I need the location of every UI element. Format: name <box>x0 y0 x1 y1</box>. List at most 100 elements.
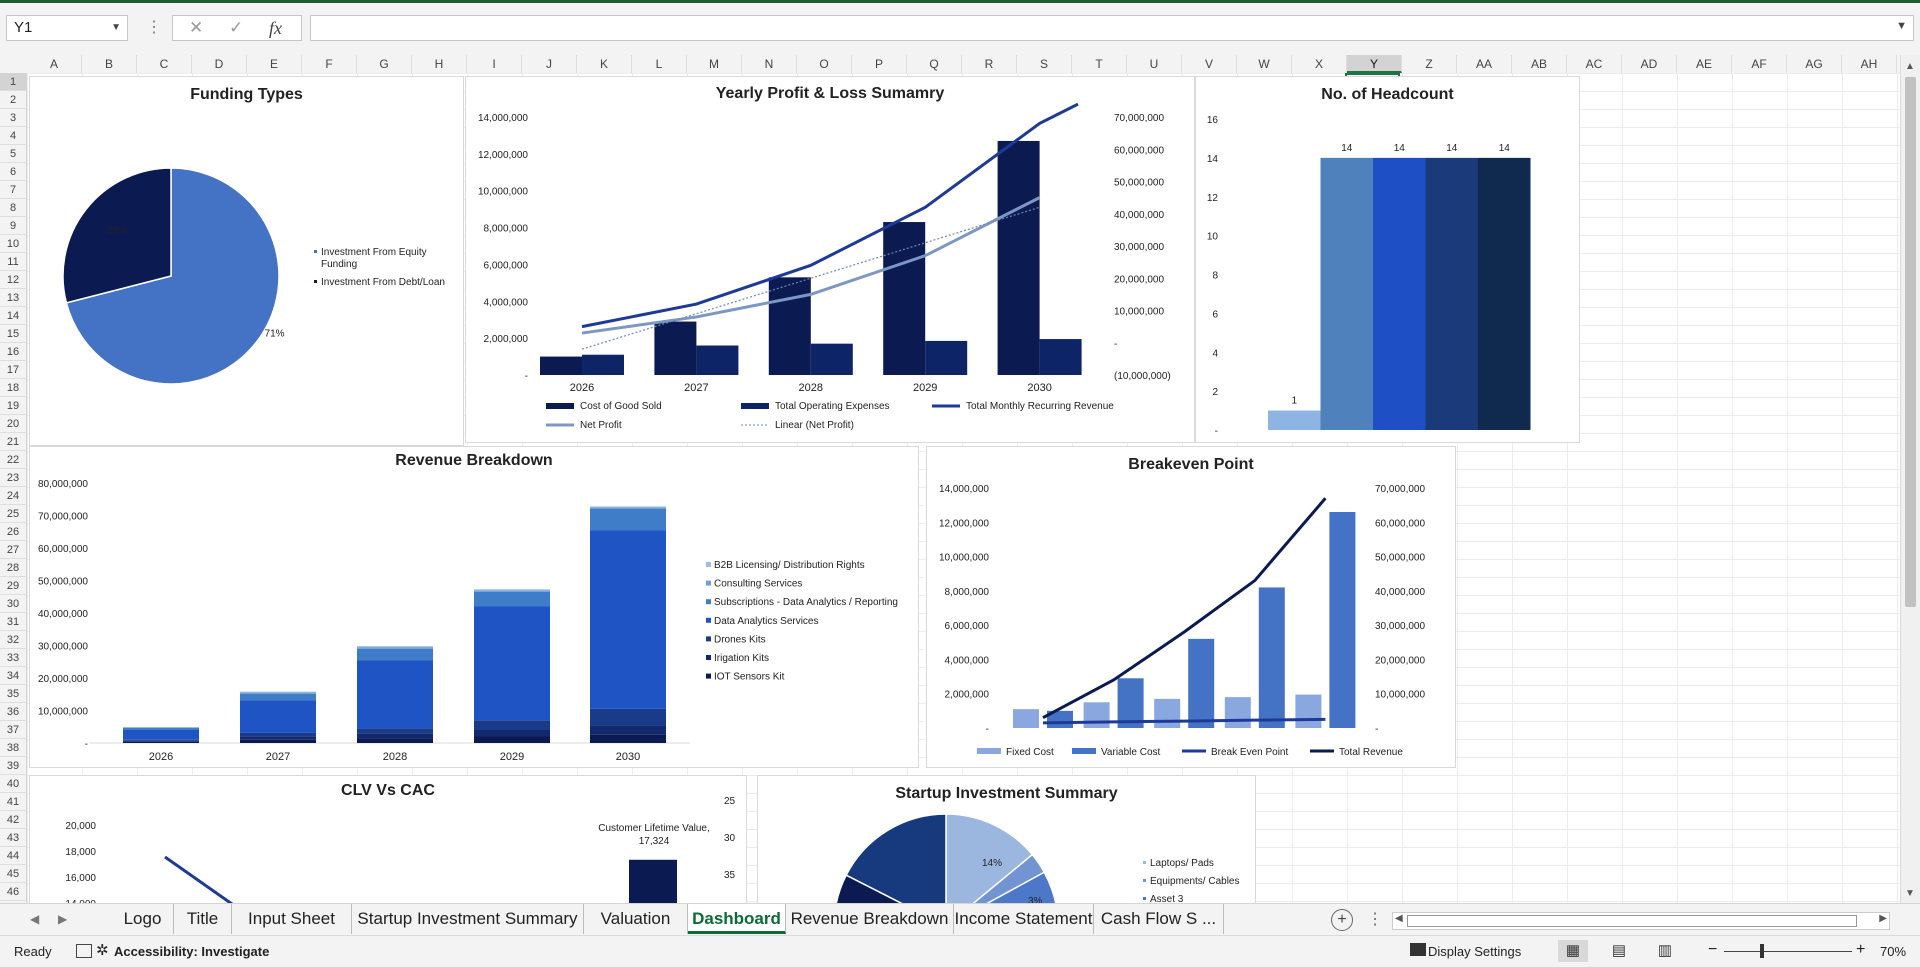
column-header-aa[interactable]: AA <box>1457 55 1512 73</box>
cancel-icon[interactable]: ✕ <box>189 18 203 38</box>
row-header-37[interactable]: 37 <box>0 721 26 739</box>
row-header-35[interactable]: 35 <box>0 685 26 703</box>
zoom-slider[interactable] <box>1724 951 1852 952</box>
zoom-in-icon[interactable]: + <box>1856 941 1865 959</box>
row-header-22[interactable]: 22 <box>0 451 26 469</box>
row-header-28[interactable]: 28 <box>0 559 26 577</box>
column-header-j[interactable]: J <box>522 55 577 73</box>
chart-startup-investment[interactable]: Startup Investment Summary 14%3%Laptops/… <box>757 775 1256 905</box>
row-header-11[interactable]: 11 <box>0 253 26 271</box>
row-header-32[interactable]: 32 <box>0 631 26 649</box>
sheet-tab-startup-investment-summary[interactable]: Startup Investment Summary <box>352 904 584 934</box>
scroll-right-icon[interactable]: ▶ <box>1879 913 1887 924</box>
column-header-y[interactable]: Y <box>1347 55 1402 73</box>
column-header-i[interactable]: I <box>467 55 522 73</box>
column-header-a[interactable]: A <box>27 55 82 73</box>
accessibility-status[interactable]: Accessibility: Investigate <box>114 944 269 959</box>
column-header-n[interactable]: N <box>742 55 797 73</box>
row-header-41[interactable]: 41 <box>0 793 26 811</box>
sheet-tab-cash-flow-s[interactable]: Cash Flow S ... <box>1094 904 1224 934</box>
row-header-12[interactable]: 12 <box>0 271 26 289</box>
row-header-24[interactable]: 24 <box>0 487 26 505</box>
row-header-27[interactable]: 27 <box>0 541 26 559</box>
column-header-ad[interactable]: AD <box>1622 55 1677 73</box>
row-header-18[interactable]: 18 <box>0 379 26 397</box>
column-header-ah[interactable]: AH <box>1842 55 1897 73</box>
page-break-preview-icon[interactable]: ▥ <box>1650 940 1680 962</box>
column-header-z[interactable]: Z <box>1402 55 1457 73</box>
row-header-44[interactable]: 44 <box>0 847 26 865</box>
more-tabs-icon[interactable]: ⋮ <box>1367 909 1383 929</box>
row-header-38[interactable]: 38 <box>0 739 26 757</box>
chart-funding-types[interactable]: Funding Types 71%29%Investment From Equi… <box>29 76 464 446</box>
scroll-thumb[interactable] <box>1407 915 1857 927</box>
more-options-icon[interactable]: ⋮ <box>146 17 162 37</box>
expand-formula-icon[interactable]: ▼ <box>1896 20 1907 32</box>
row-header-23[interactable]: 23 <box>0 469 26 487</box>
row-header-17[interactable]: 17 <box>0 361 26 379</box>
row-header-40[interactable]: 40 <box>0 775 26 793</box>
column-header-r[interactable]: R <box>962 55 1017 73</box>
row-header-7[interactable]: 7 <box>0 181 26 199</box>
insert-function-icon[interactable]: fx <box>269 18 282 39</box>
normal-view-icon[interactable]: ▦ <box>1558 940 1588 962</box>
display-settings-button[interactable]: Display Settings <box>1428 944 1521 959</box>
zoom-out-icon[interactable]: − <box>1708 941 1717 959</box>
column-header-v[interactable]: V <box>1182 55 1237 73</box>
display-settings-icon[interactable] <box>1410 943 1426 956</box>
chevron-down-icon[interactable]: ▼ <box>111 16 121 40</box>
row-header-26[interactable]: 26 <box>0 523 26 541</box>
accessibility-icon[interactable]: ✲ <box>96 941 109 959</box>
column-header-ae[interactable]: AE <box>1677 55 1732 73</box>
column-header-t[interactable]: T <box>1072 55 1127 73</box>
column-header-m[interactable]: M <box>687 55 742 73</box>
row-header-45[interactable]: 45 <box>0 865 26 883</box>
row-header-33[interactable]: 33 <box>0 649 26 667</box>
row-header-6[interactable]: 6 <box>0 163 26 181</box>
scroll-down-icon[interactable]: ▼ <box>1905 888 1915 899</box>
column-header-h[interactable]: H <box>412 55 467 73</box>
sheet-tab-income-statement[interactable]: Income Statement <box>954 904 1094 934</box>
add-sheet-icon[interactable]: + <box>1331 909 1353 931</box>
row-header-15[interactable]: 15 <box>0 325 26 343</box>
row-header-31[interactable]: 31 <box>0 613 26 631</box>
column-header-af[interactable]: AF <box>1732 55 1787 73</box>
zoom-slider-thumb[interactable] <box>1760 944 1764 958</box>
next-sheet-icon[interactable]: ▶ <box>58 912 67 926</box>
sheet-tab-valuation[interactable]: Valuation <box>584 904 688 934</box>
column-header-w[interactable]: W <box>1237 55 1292 73</box>
column-header-b[interactable]: B <box>82 55 137 73</box>
column-header-k[interactable]: K <box>577 55 632 73</box>
column-header-c[interactable]: C <box>137 55 192 73</box>
column-header-o[interactable]: O <box>797 55 852 73</box>
horizontal-scrollbar[interactable]: ◀ ▶ <box>1392 912 1890 930</box>
page-layout-icon[interactable]: ▤ <box>1604 940 1634 962</box>
row-header-1[interactable]: 1 <box>0 73 26 91</box>
column-header-u[interactable]: U <box>1127 55 1182 73</box>
row-header-43[interactable]: 43 <box>0 829 26 847</box>
row-header-29[interactable]: 29 <box>0 577 26 595</box>
scroll-up-icon[interactable]: ▲ <box>1905 61 1915 72</box>
name-box[interactable]: Y1 ▼ <box>6 15 128 41</box>
row-header-25[interactable]: 25 <box>0 505 26 523</box>
row-header-13[interactable]: 13 <box>0 289 26 307</box>
row-header-14[interactable]: 14 <box>0 307 26 325</box>
sheet-tab-logo[interactable]: Logo <box>112 904 174 934</box>
sheet-tab-dashboard[interactable]: Dashboard <box>688 904 786 934</box>
zoom-level[interactable]: 70% <box>1880 944 1906 959</box>
scroll-left-icon[interactable]: ◀ <box>1395 913 1403 924</box>
row-header-3[interactable]: 3 <box>0 109 26 127</box>
row-header-21[interactable]: 21 <box>0 433 26 451</box>
scroll-thumb[interactable] <box>1905 77 1916 607</box>
macro-record-icon[interactable] <box>76 944 92 958</box>
row-header-20[interactable]: 20 <box>0 415 26 433</box>
row-header-42[interactable]: 42 <box>0 811 26 829</box>
column-header-e[interactable]: E <box>247 55 302 73</box>
row-header-30[interactable]: 30 <box>0 595 26 613</box>
row-header-8[interactable]: 8 <box>0 199 26 217</box>
row-header-39[interactable]: 39 <box>0 757 26 775</box>
column-header-x[interactable]: X <box>1292 55 1347 73</box>
